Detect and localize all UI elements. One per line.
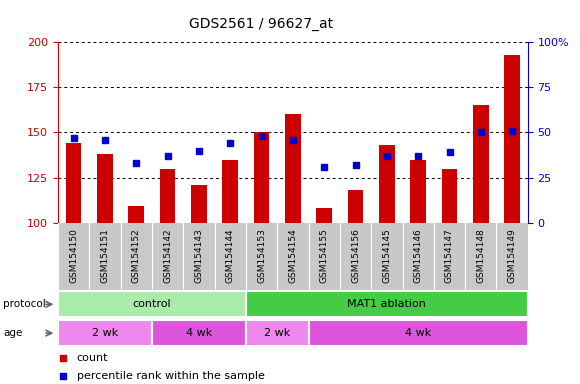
Text: GSM154152: GSM154152 bbox=[132, 228, 141, 283]
Bar bbox=[254, 132, 269, 223]
Bar bbox=[505, 55, 520, 223]
Bar bbox=[379, 145, 395, 223]
Bar bbox=[473, 106, 488, 223]
Bar bbox=[97, 154, 113, 223]
Bar bbox=[160, 169, 176, 223]
Text: control: control bbox=[133, 299, 171, 310]
Text: GSM154147: GSM154147 bbox=[445, 228, 454, 283]
Text: 4 wk: 4 wk bbox=[186, 328, 212, 338]
Text: GDS2561 / 96627_at: GDS2561 / 96627_at bbox=[189, 17, 333, 31]
Text: GSM154142: GSM154142 bbox=[163, 228, 172, 283]
Text: GSM154146: GSM154146 bbox=[414, 228, 423, 283]
Bar bbox=[285, 114, 301, 223]
Bar bbox=[317, 208, 332, 223]
Text: GSM154149: GSM154149 bbox=[508, 228, 517, 283]
Text: GSM154148: GSM154148 bbox=[476, 228, 485, 283]
Text: GSM154143: GSM154143 bbox=[194, 228, 204, 283]
Bar bbox=[191, 185, 207, 223]
Text: GSM154153: GSM154153 bbox=[257, 228, 266, 283]
Text: GSM154154: GSM154154 bbox=[288, 228, 298, 283]
Text: GSM154150: GSM154150 bbox=[69, 228, 78, 283]
Text: 4 wk: 4 wk bbox=[405, 328, 432, 338]
Bar bbox=[246, 320, 309, 346]
Text: 2 wk: 2 wk bbox=[92, 328, 118, 338]
Bar bbox=[152, 320, 246, 346]
Text: GSM154144: GSM154144 bbox=[226, 228, 235, 283]
Text: percentile rank within the sample: percentile rank within the sample bbox=[77, 371, 264, 381]
Text: protocol: protocol bbox=[3, 299, 46, 310]
Text: MAT1 ablation: MAT1 ablation bbox=[347, 299, 426, 310]
Text: GSM154155: GSM154155 bbox=[320, 228, 329, 283]
Text: GSM154151: GSM154151 bbox=[100, 228, 110, 283]
Text: 2 wk: 2 wk bbox=[264, 328, 291, 338]
Text: GSM154156: GSM154156 bbox=[351, 228, 360, 283]
Bar bbox=[246, 291, 528, 317]
Bar bbox=[58, 291, 246, 317]
Bar bbox=[66, 143, 81, 223]
Bar bbox=[442, 169, 458, 223]
Text: GSM154145: GSM154145 bbox=[382, 228, 392, 283]
Bar bbox=[309, 320, 528, 346]
Bar bbox=[348, 190, 363, 223]
Text: age: age bbox=[3, 328, 22, 338]
Text: count: count bbox=[77, 353, 108, 363]
Bar bbox=[411, 160, 426, 223]
Bar bbox=[223, 160, 238, 223]
Bar bbox=[129, 207, 144, 223]
Bar bbox=[58, 320, 152, 346]
